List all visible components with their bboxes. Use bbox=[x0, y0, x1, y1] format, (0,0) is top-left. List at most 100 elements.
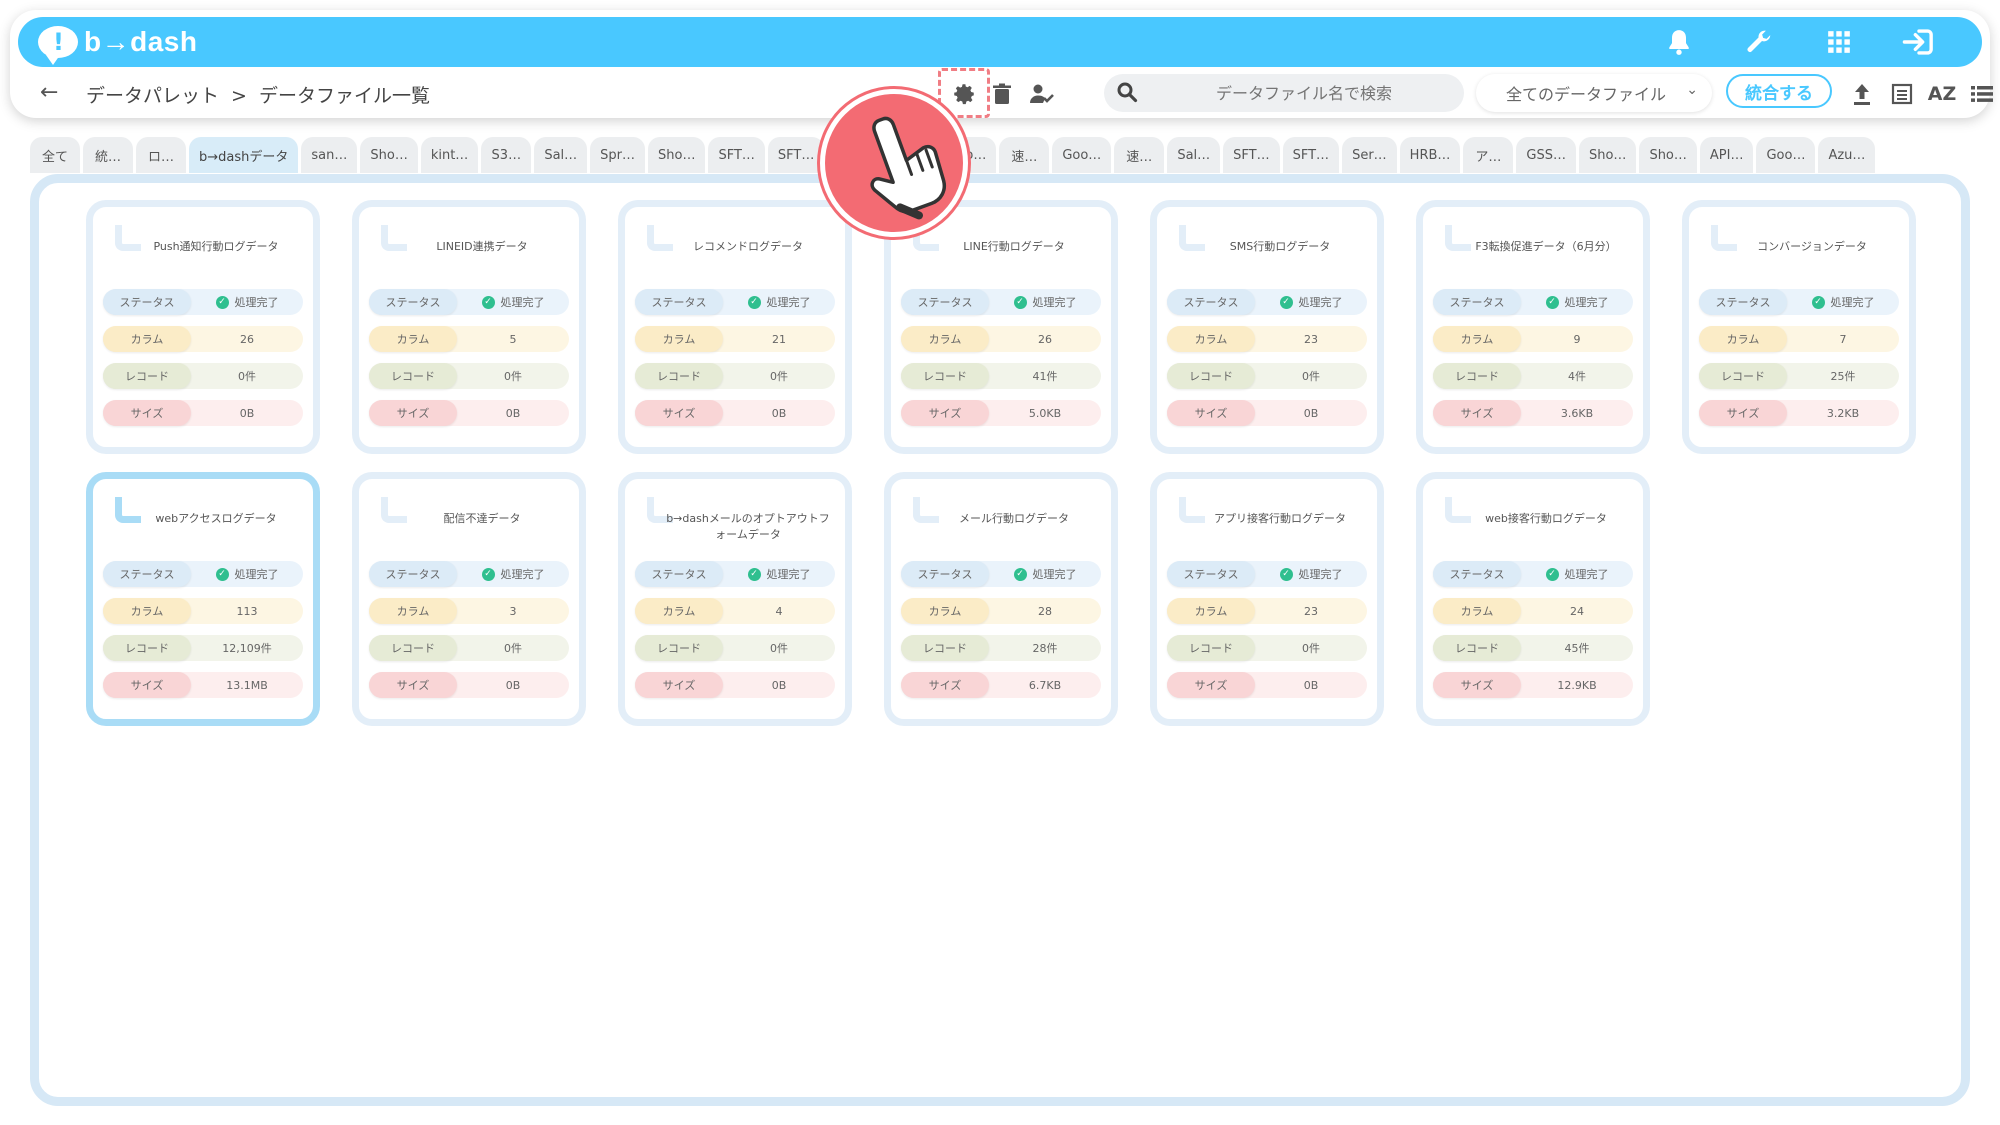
data-file-card[interactable]: SMS行動ログデータ ステータス ✓ 処理完了 カラム 23 レコード 0件 サイズ 0B bbox=[1150, 200, 1384, 454]
data-file-card[interactable]: メール行動ログデータ ステータス ✓ 処理完了 カラム 28 レコード 28件 サイズ 6.7KB bbox=[884, 472, 1118, 726]
search-box[interactable] bbox=[1104, 74, 1464, 112]
tab-item[interactable]: Sho… bbox=[1639, 137, 1697, 173]
logo[interactable]: ! b→dash bbox=[38, 23, 197, 65]
tab-item[interactable]: HRB… bbox=[1399, 137, 1461, 173]
upload-icon[interactable] bbox=[1846, 78, 1878, 110]
list-view-icon[interactable] bbox=[1886, 78, 1918, 110]
trash-icon[interactable] bbox=[986, 78, 1018, 110]
tab-item[interactable]: Sal… bbox=[1167, 137, 1221, 173]
tab-item[interactable]: Azu… bbox=[1818, 137, 1876, 173]
columns-row: カラム 24 bbox=[1433, 598, 1633, 624]
sort-az-icon[interactable]: AZ bbox=[1927, 83, 1957, 105]
data-file-card[interactable]: LINEID連携データ ステータス ✓ 処理完了 カラム 5 レコード 0件 サイズ 0B bbox=[352, 200, 586, 454]
size-label: サイズ bbox=[1167, 400, 1255, 426]
tab-item[interactable]: san… bbox=[301, 137, 358, 173]
card-title: LINE行動ログデータ bbox=[963, 240, 1065, 253]
size-label: サイズ bbox=[1433, 400, 1521, 426]
file-corner-icon bbox=[381, 225, 407, 251]
check-circle-icon: ✓ bbox=[1545, 295, 1559, 309]
size-label: サイズ bbox=[1699, 400, 1787, 426]
records-value: 45件 bbox=[1564, 642, 1590, 655]
tab-item[interactable]: SFT… bbox=[708, 137, 765, 173]
tab-item[interactable]: Sho… bbox=[648, 137, 706, 173]
tab-item[interactable]: Sho… bbox=[1578, 137, 1637, 173]
tab-item[interactable]: 速… bbox=[1114, 137, 1165, 173]
records-value: 41件 bbox=[1032, 370, 1058, 383]
data-file-card[interactable]: web接客行動ログデータ ステータス ✓ 処理完了 カラム 24 レコード 45件 サイズ 12.… bbox=[1416, 472, 1650, 726]
data-file-card[interactable]: コンバージョンデータ ステータス ✓ 処理完了 カラム 7 レコード 25件 サイズ 3.2KB bbox=[1682, 200, 1916, 454]
tab-item[interactable]: Spr… bbox=[590, 137, 646, 173]
tab-item[interactable]: SFT… bbox=[1282, 137, 1340, 173]
columns-value: 4 bbox=[775, 604, 783, 618]
tab-item[interactable]: ア… bbox=[1463, 137, 1514, 173]
data-file-card[interactable]: レコメンドログデータ ステータス ✓ 処理完了 カラム 21 レコード 0件 サイズ 0B bbox=[618, 200, 852, 454]
records-label: レコード bbox=[635, 635, 723, 661]
file-corner-icon bbox=[647, 225, 673, 251]
check-circle-icon: ✓ bbox=[215, 295, 229, 309]
data-file-card[interactable]: b→dashメールのオプトアウトフォームデータ ステータス ✓ 処理完了 カラム 4 レコー… bbox=[618, 472, 852, 726]
records-label: レコード bbox=[901, 363, 989, 389]
status-value: ✓ 処理完了 bbox=[1521, 561, 1633, 587]
tab-item[interactable]: b→dashデータ bbox=[189, 137, 299, 173]
status-label: ステータス bbox=[1433, 561, 1521, 587]
columns-value: 9 bbox=[1573, 332, 1581, 346]
logout-icon[interactable] bbox=[1900, 23, 1938, 61]
tab-item[interactable]: SFT… bbox=[767, 137, 825, 173]
status-label: ステータス bbox=[369, 561, 457, 587]
columns-label: カラム bbox=[1433, 598, 1521, 624]
data-file-card[interactable]: アプリ接客行動ログデータ ステータス ✓ 処理完了 カラム 23 レコード 0件 サイズ 0B bbox=[1150, 472, 1384, 726]
columns-label: カラム bbox=[1167, 326, 1255, 352]
file-corner-icon bbox=[913, 225, 939, 251]
menu-list-icon[interactable] bbox=[1966, 78, 1998, 110]
tab-item[interactable]: S3… bbox=[481, 137, 532, 173]
tab-item[interactable]: Sho… bbox=[360, 137, 418, 173]
wrench-icon[interactable] bbox=[1740, 23, 1778, 61]
size-value: 13.1MB bbox=[226, 678, 268, 692]
tab-item[interactable]: Goo… bbox=[1756, 137, 1816, 173]
user-check-icon[interactable] bbox=[1026, 78, 1058, 110]
records-value: 0件 bbox=[1302, 370, 1320, 383]
bell-icon[interactable] bbox=[1660, 23, 1698, 61]
data-file-card[interactable]: webアクセスログデータ ステータス ✓ 処理完了 カラム 113 レコード 12,109件サ… bbox=[86, 472, 320, 726]
tab-item[interactable]: GSS… bbox=[1516, 137, 1576, 173]
records-value: 28件 bbox=[1032, 642, 1058, 655]
chevron-down-icon: ⌄ bbox=[1686, 82, 1698, 98]
grid-icon[interactable] bbox=[1820, 23, 1858, 61]
records-value: 0件 bbox=[770, 642, 788, 655]
status-row: ステータス ✓ 処理完了 bbox=[901, 561, 1101, 587]
status-text: 処理完了 bbox=[234, 296, 279, 309]
tab-item[interactable]: SFT… bbox=[1223, 137, 1280, 173]
data-file-filter-select[interactable]: 全てのデータファイル ⌄ bbox=[1476, 74, 1712, 112]
tab-item[interactable]: kint… bbox=[420, 137, 479, 173]
check-circle-icon: ✓ bbox=[1279, 567, 1293, 581]
records-value: 25件 bbox=[1830, 370, 1856, 383]
logo-mark: ! bbox=[38, 26, 78, 65]
status-row: ステータス ✓ 処理完了 bbox=[369, 561, 569, 587]
data-file-card[interactable]: Push通知行動ログデータ ステータス ✓ 処理完了 カラム 26 レコード 0件 サイズ 0B bbox=[86, 200, 320, 454]
tab-item[interactable]: Goo… bbox=[1052, 137, 1112, 173]
merge-button[interactable]: 統合する bbox=[1726, 74, 1832, 108]
file-corner-icon bbox=[115, 225, 141, 251]
card-title: アプリ接客行動ログデータ bbox=[1214, 512, 1346, 525]
tab-item[interactable]: ロ… bbox=[136, 137, 186, 173]
back-arrow-icon[interactable]: ← bbox=[40, 80, 59, 105]
file-corner-icon bbox=[647, 497, 673, 523]
tab-item[interactable]: 全て bbox=[30, 137, 80, 173]
tab-item[interactable]: 統… bbox=[83, 137, 133, 173]
tab-item[interactable]: Ser… bbox=[1342, 137, 1397, 173]
check-circle-icon: ✓ bbox=[747, 567, 761, 581]
breadcrumb-parent[interactable]: データパレット bbox=[86, 85, 220, 107]
size-value: 0B bbox=[239, 406, 255, 420]
status-text: 処理完了 bbox=[234, 568, 279, 581]
tab-item[interactable]: API… bbox=[1699, 137, 1754, 173]
search-input[interactable] bbox=[1164, 74, 1444, 112]
settings-gear-icon[interactable] bbox=[948, 78, 980, 110]
data-file-card[interactable]: F3転換促進データ（6月分） ステータス ✓ 処理完了 カラム 9 レコード 4件 サイズ 3.6… bbox=[1416, 200, 1650, 454]
card-title: webアクセスログデータ bbox=[155, 512, 277, 525]
data-file-card[interactable]: 配信不達データ ステータス ✓ 処理完了 カラム 3 レコード 0件 サイズ 0B bbox=[352, 472, 586, 726]
breadcrumb: データパレット > データファイル一覧 bbox=[86, 81, 442, 108]
data-file-card[interactable]: LINE行動ログデータ ステータス ✓ 処理完了 カラム 26 レコード 41件 サイズ 5.0K… bbox=[884, 200, 1118, 454]
tab-item[interactable]: Sal… bbox=[534, 137, 588, 173]
tab-item[interactable]: 速… bbox=[999, 137, 1050, 173]
columns-label: カラム bbox=[103, 598, 191, 624]
